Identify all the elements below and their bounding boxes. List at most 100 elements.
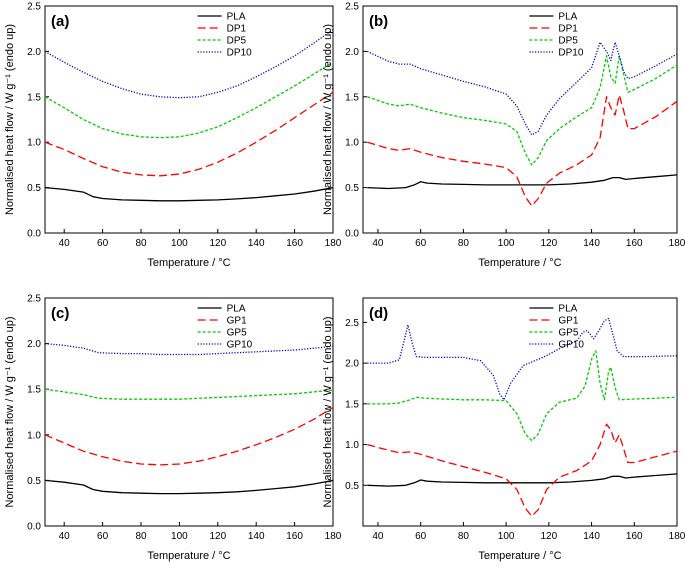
y-tick-label: 2.5 [345, 2, 359, 13]
x-tick-label: 60 [97, 238, 109, 249]
series-line-gp1 [44, 406, 334, 466]
y-tick-label: 1.0 [27, 430, 41, 441]
x-axis-label: Temperature / °C [478, 550, 561, 562]
x-tick-label: 80 [135, 531, 147, 542]
legend-label: GP5 [558, 328, 578, 339]
legend-label: GP1 [558, 316, 578, 327]
plot-frame [44, 5, 334, 234]
y-tick-label: 1.0 [345, 138, 359, 149]
series-line-gp10 [44, 342, 334, 356]
y-tick-label: 1.5 [345, 399, 359, 410]
y-axis-label: Normalised heat flow / W g⁻¹ (endo up) [322, 316, 334, 507]
y-tick-label: 2.0 [27, 47, 41, 58]
x-axis-label: Temperature / °C [478, 257, 561, 269]
y-tick-label: 0.5 [345, 183, 359, 194]
x-tick-label: 140 [583, 238, 600, 249]
y-tick-label: 2.5 [27, 294, 41, 305]
x-tick-label: 80 [458, 531, 470, 542]
x-tick-label: 60 [415, 531, 427, 542]
series-line-dp1 [44, 91, 334, 177]
series-line-gp10 [367, 317, 678, 401]
series-line-pla [367, 473, 678, 487]
x-axis-label: Temperature / °C [147, 550, 230, 562]
x-tick-label: 180 [669, 531, 685, 542]
y-tick-label: 0.0 [27, 522, 41, 533]
y-tick-label: 1.5 [345, 92, 359, 103]
panel-label: (c) [51, 305, 69, 322]
y-axis-label: Normalised heat flow / W g⁻¹ (endo up) [4, 24, 16, 215]
x-tick-label: 160 [626, 238, 643, 249]
series-line-dp5 [44, 61, 334, 139]
y-axis-label: Normalised heat flow / W g⁻¹ (endo up) [4, 316, 16, 507]
x-tick-label: 100 [498, 531, 515, 542]
x-tick-label: 120 [209, 531, 226, 542]
series-line-gp1 [367, 423, 678, 517]
x-tick-label: 40 [372, 531, 384, 542]
series-line-dp10 [44, 29, 334, 99]
legend-label: DP1 [227, 24, 247, 35]
legend-label: PLA [558, 304, 577, 315]
x-tick-label: 40 [59, 531, 71, 542]
x-tick-label: 40 [372, 238, 384, 249]
series-line-gp5 [44, 388, 334, 400]
x-tick-label: 60 [97, 531, 109, 542]
y-tick-label: 2.0 [345, 47, 359, 58]
series-line-dp5 [367, 55, 678, 166]
y-tick-label: 0.0 [27, 229, 41, 240]
series-line-pla [44, 479, 334, 495]
y-tick-label: 0.5 [27, 476, 41, 487]
x-tick-label: 160 [286, 238, 303, 249]
x-tick-label: 120 [209, 238, 226, 249]
plot-frame [44, 297, 334, 527]
x-tick-label: 80 [458, 238, 470, 249]
legend-label: DP10 [227, 48, 252, 59]
legend-label: PLA [558, 12, 577, 23]
x-tick-label: 160 [626, 531, 643, 542]
series-line-dp1 [367, 94, 678, 207]
legend-label: GP5 [227, 328, 247, 339]
x-tick-label: 100 [171, 531, 188, 542]
series-line-pla [367, 174, 678, 190]
x-tick-label: 180 [325, 531, 342, 542]
legend-label: GP1 [227, 316, 247, 327]
legend-label: PLA [227, 304, 246, 315]
y-tick-label: 2.0 [27, 339, 41, 350]
y-tick-label: 0.5 [27, 183, 41, 194]
legend-label: DP10 [558, 48, 583, 59]
y-tick-label: 0.5 [345, 481, 359, 492]
x-tick-label: 140 [248, 238, 265, 249]
y-tick-label: 2.5 [345, 318, 359, 329]
x-tick-label: 100 [171, 238, 188, 249]
panel-label: (b) [369, 13, 388, 30]
chart-panel-3: 40 60 80 100 120 140 160 180 0.0 0.5 1.0 1.5 2.0 2.5 T… [4, 294, 342, 563]
x-tick-label: 140 [583, 531, 600, 542]
y-axis-label: Normalised heat flow / W g⁻¹ (endo up) [322, 24, 334, 215]
x-tick-label: 60 [415, 238, 427, 249]
legend-label: GP10 [227, 340, 253, 351]
y-tick-label: 2.5 [27, 2, 41, 13]
x-tick-label: 120 [540, 238, 557, 249]
legend-label: DP5 [558, 36, 578, 47]
plot-frame [362, 297, 678, 527]
y-tick-label: 2.0 [345, 359, 359, 370]
x-tick-label: 80 [135, 238, 147, 249]
y-tick-label: 0.0 [345, 229, 359, 240]
chart-panel-1: 40 60 80 100 120 140 160 180 0.0 0.5 1.0 1.5 2.0 2.5 T… [4, 2, 342, 270]
x-tick-label: 180 [325, 238, 342, 249]
legend-label: DP5 [227, 36, 247, 47]
panel-label: (d) [369, 305, 388, 322]
y-tick-label: 1.0 [27, 138, 41, 149]
y-tick-label: 1.5 [27, 385, 41, 396]
series-line-dp10 [367, 41, 678, 136]
series-line-gp5 [367, 350, 678, 442]
x-tick-label: 160 [286, 531, 303, 542]
y-tick-label: 1.0 [345, 440, 359, 451]
x-tick-label: 40 [59, 238, 71, 249]
plot-frame [362, 5, 678, 234]
x-tick-label: 100 [498, 238, 515, 249]
y-tick-label: 1.5 [27, 92, 41, 103]
x-tick-label: 120 [540, 531, 557, 542]
legend-label: GP10 [558, 340, 584, 351]
